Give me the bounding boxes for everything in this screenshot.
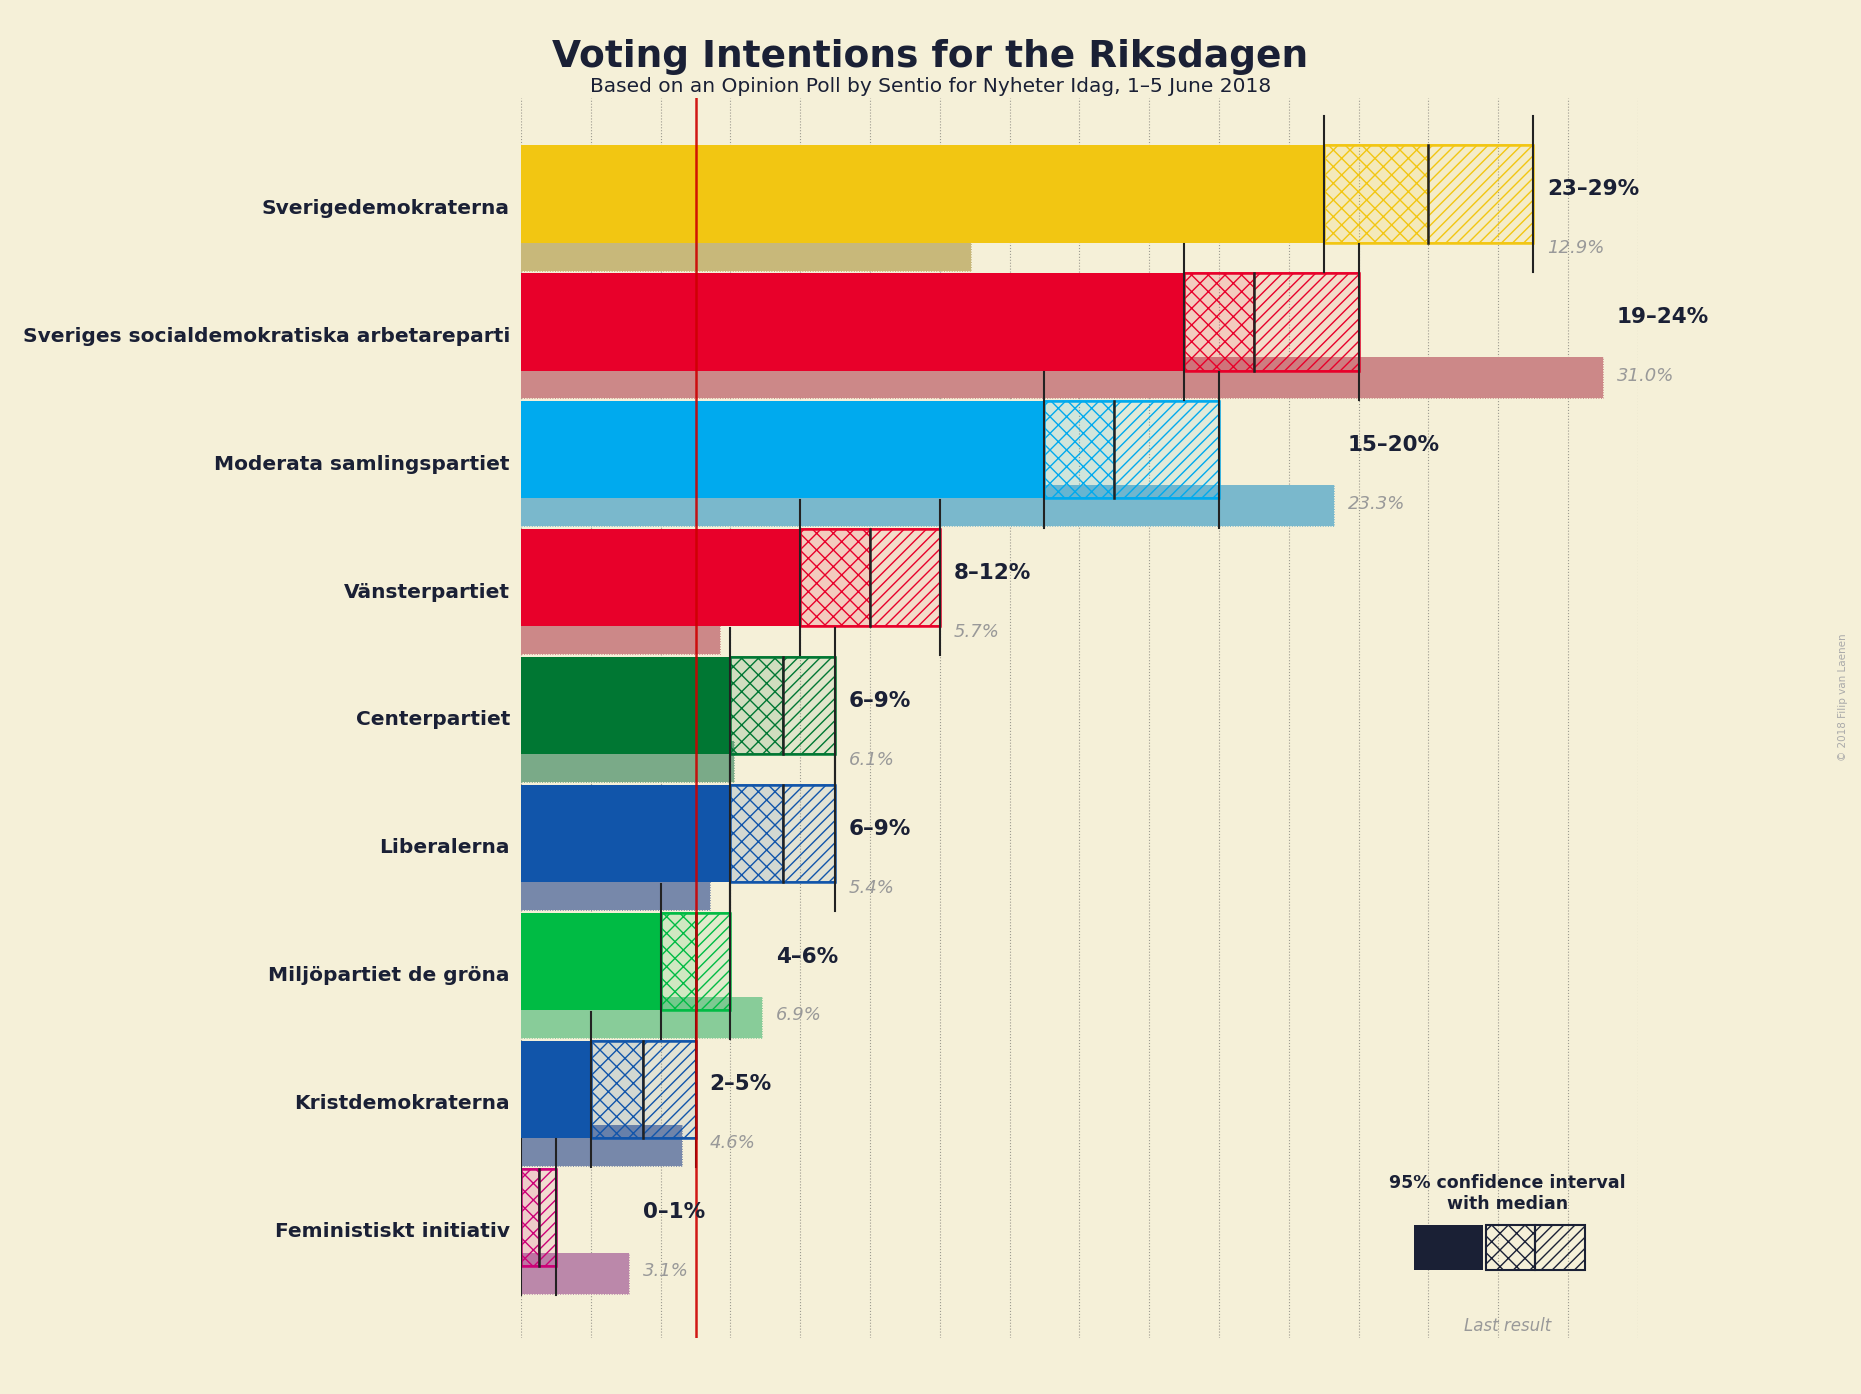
Bar bbox=[661, 913, 696, 1011]
Bar bbox=[783, 657, 836, 754]
Bar bbox=[1429, 145, 1533, 243]
Bar bbox=[521, 1125, 681, 1165]
Text: 4.6%: 4.6% bbox=[709, 1135, 756, 1153]
Bar bbox=[521, 785, 730, 882]
Bar bbox=[1254, 273, 1359, 371]
Bar bbox=[521, 1041, 592, 1138]
Bar bbox=[521, 273, 1184, 371]
Bar bbox=[521, 530, 800, 626]
Bar bbox=[730, 785, 783, 882]
Text: 31.0%: 31.0% bbox=[1617, 367, 1675, 385]
Text: 95% confidence interval
with median: 95% confidence interval with median bbox=[1388, 1174, 1627, 1213]
Bar bbox=[1044, 401, 1115, 499]
Bar bbox=[521, 357, 1602, 399]
Bar bbox=[1414, 1225, 1483, 1270]
Text: 6–9%: 6–9% bbox=[849, 691, 912, 711]
Text: 8–12%: 8–12% bbox=[955, 563, 1031, 583]
Text: 23.3%: 23.3% bbox=[1347, 495, 1405, 513]
Bar bbox=[521, 1168, 538, 1266]
Text: 23–29%: 23–29% bbox=[1546, 180, 1640, 199]
Text: 6.1%: 6.1% bbox=[849, 750, 895, 768]
Bar bbox=[538, 1168, 556, 1266]
Bar bbox=[871, 530, 940, 626]
Bar bbox=[1485, 1225, 1535, 1270]
Bar bbox=[1184, 273, 1254, 371]
Text: 3.1%: 3.1% bbox=[644, 1262, 689, 1280]
Bar bbox=[521, 742, 733, 782]
Text: 5.4%: 5.4% bbox=[849, 878, 895, 896]
Bar bbox=[1184, 273, 1254, 371]
Text: Voting Intentions for the Riksdagen: Voting Intentions for the Riksdagen bbox=[553, 39, 1308, 75]
Bar bbox=[644, 1041, 696, 1138]
Bar bbox=[1323, 145, 1429, 243]
Text: © 2018 Filip van Laenen: © 2018 Filip van Laenen bbox=[1839, 633, 1848, 761]
Bar bbox=[661, 913, 696, 1011]
Bar bbox=[696, 913, 730, 1011]
Bar bbox=[644, 1041, 696, 1138]
Bar bbox=[521, 1253, 629, 1294]
Bar bbox=[521, 1168, 538, 1266]
Bar bbox=[521, 657, 730, 754]
Bar bbox=[521, 913, 661, 1011]
Bar bbox=[730, 785, 783, 882]
Text: 6.9%: 6.9% bbox=[776, 1006, 823, 1025]
Bar bbox=[521, 868, 709, 910]
Bar bbox=[592, 1041, 644, 1138]
Text: 2–5%: 2–5% bbox=[709, 1075, 772, 1094]
Bar bbox=[730, 657, 783, 754]
Bar bbox=[783, 657, 836, 754]
Text: 5.7%: 5.7% bbox=[955, 623, 999, 641]
Bar bbox=[783, 785, 836, 882]
Text: Based on an Opinion Poll by Sentio for Nyheter Idag, 1–5 June 2018: Based on an Opinion Poll by Sentio for N… bbox=[590, 77, 1271, 96]
Bar bbox=[592, 1041, 644, 1138]
Bar bbox=[1429, 145, 1533, 243]
Bar bbox=[521, 230, 971, 270]
Bar bbox=[521, 145, 1323, 243]
Bar bbox=[1115, 401, 1219, 499]
Bar bbox=[521, 997, 761, 1039]
Bar bbox=[1254, 273, 1359, 371]
Bar bbox=[800, 530, 871, 626]
Bar bbox=[521, 613, 720, 654]
Text: Last result: Last result bbox=[1465, 1317, 1550, 1335]
Bar bbox=[1115, 401, 1219, 499]
Text: 12.9%: 12.9% bbox=[1546, 238, 1604, 256]
Text: 15–20%: 15–20% bbox=[1347, 435, 1440, 454]
Bar bbox=[871, 530, 940, 626]
Bar bbox=[730, 657, 783, 754]
Bar bbox=[696, 913, 730, 1011]
Bar bbox=[783, 785, 836, 882]
Bar bbox=[521, 401, 1044, 499]
Bar bbox=[1323, 145, 1429, 243]
Bar bbox=[521, 485, 1334, 527]
Text: 19–24%: 19–24% bbox=[1617, 307, 1708, 328]
Bar bbox=[1535, 1225, 1586, 1270]
Text: 4–6%: 4–6% bbox=[776, 947, 837, 966]
Text: 0–1%: 0–1% bbox=[644, 1203, 705, 1223]
Bar bbox=[800, 530, 871, 626]
Bar bbox=[1044, 401, 1115, 499]
Text: 6–9%: 6–9% bbox=[849, 818, 912, 839]
Bar bbox=[538, 1168, 556, 1266]
